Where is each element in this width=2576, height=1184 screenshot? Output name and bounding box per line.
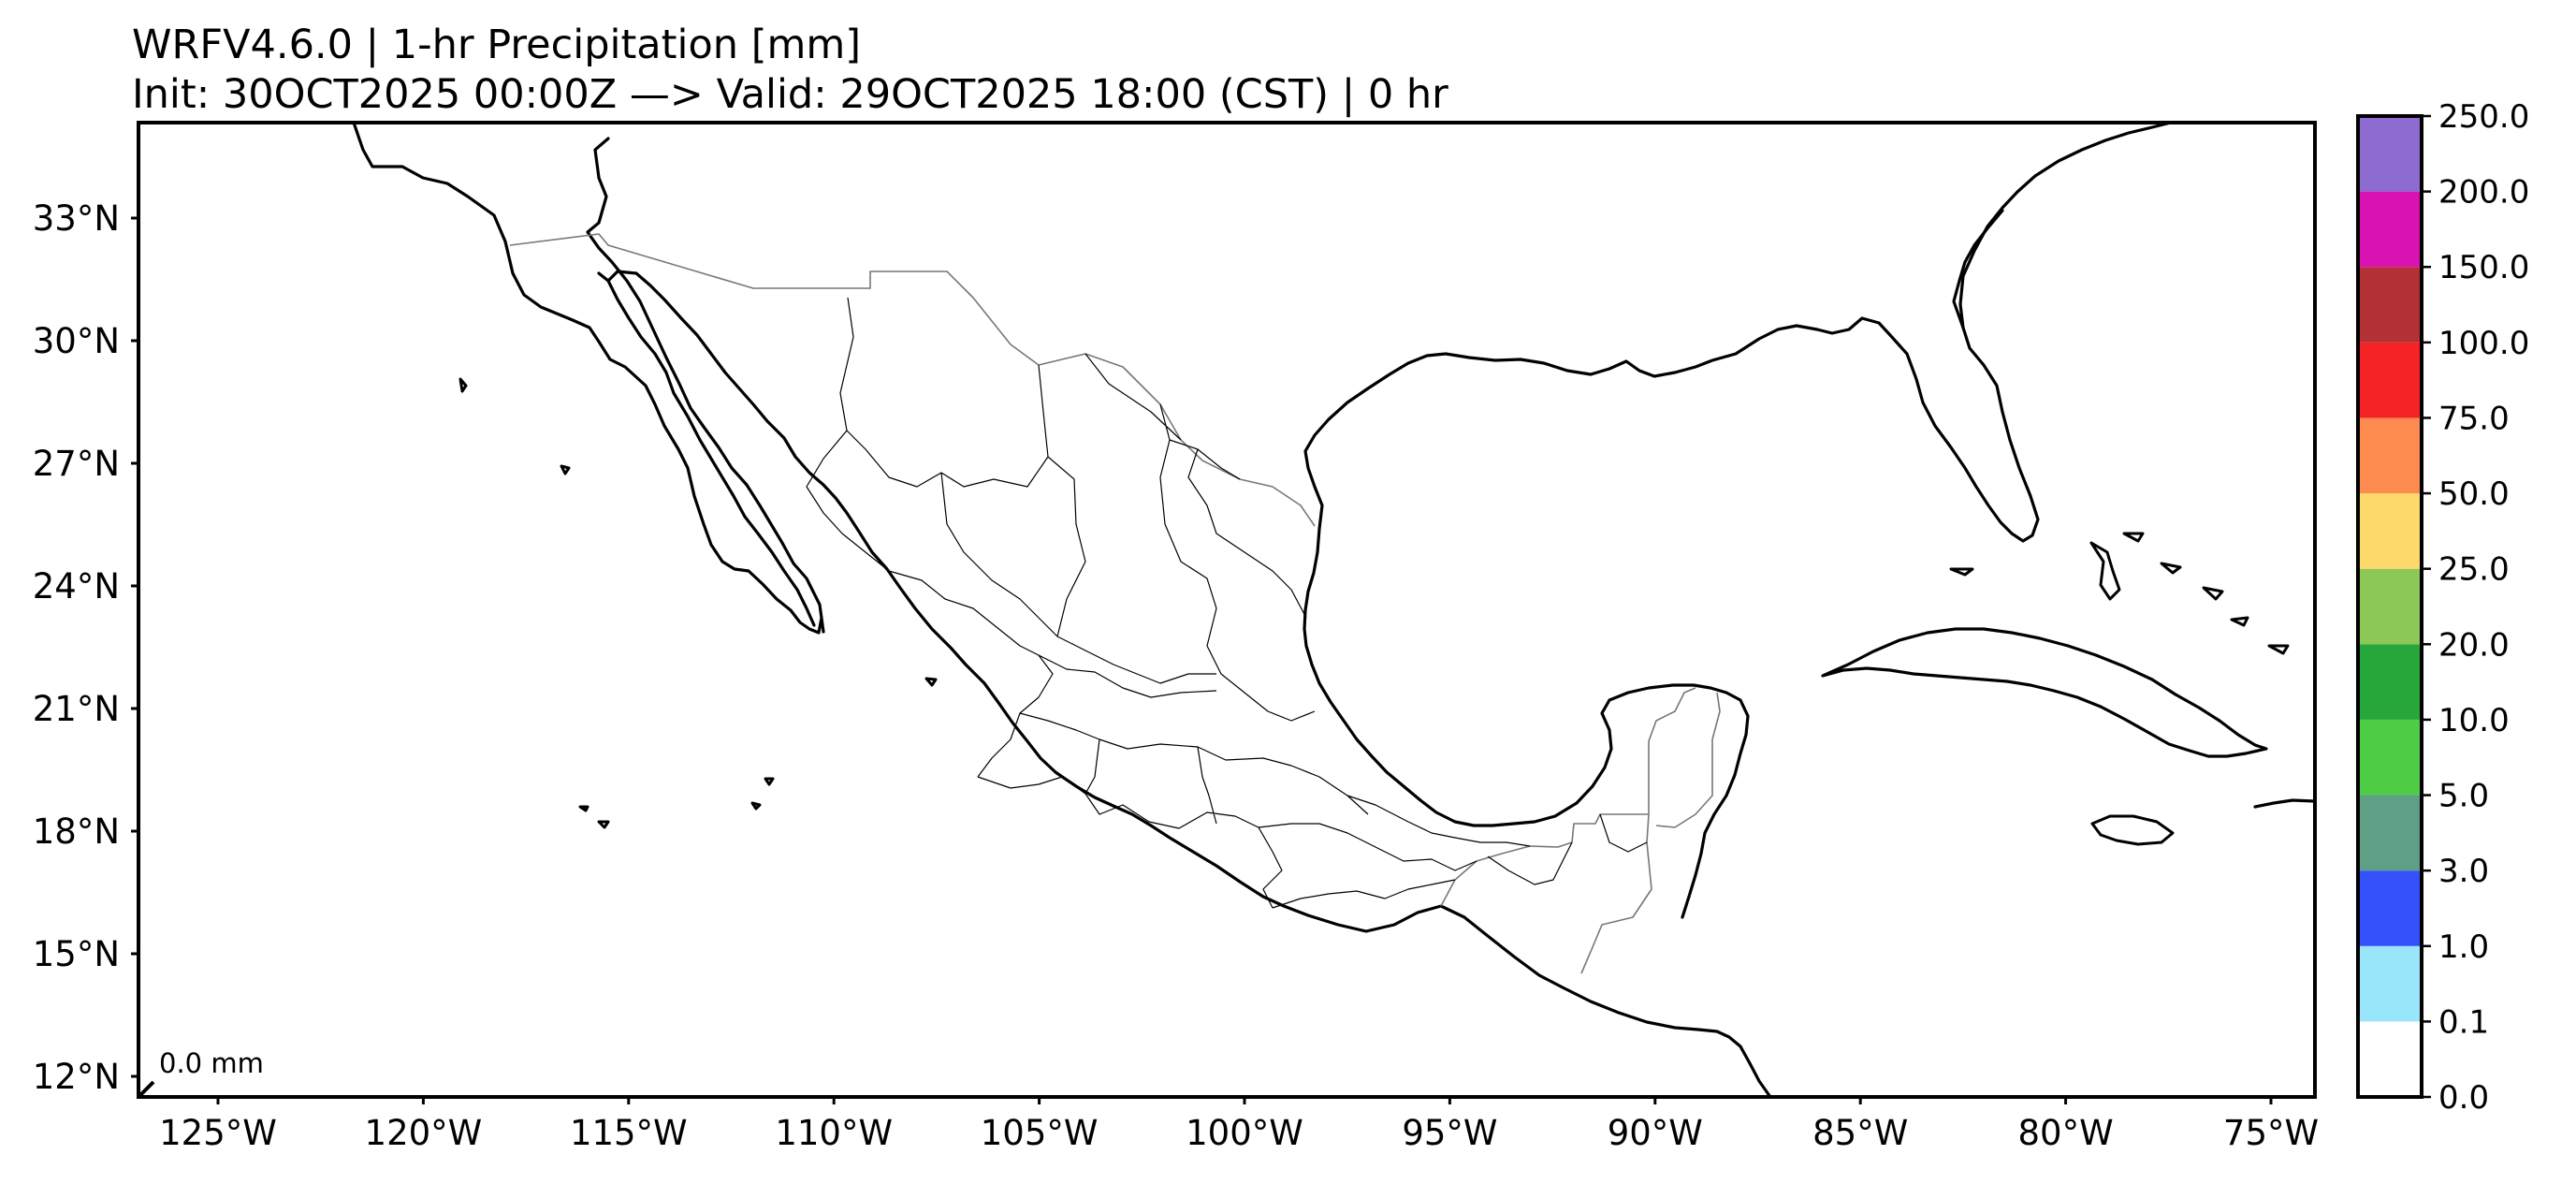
colorbar-tick-label: 0.0 [2438, 1079, 2489, 1117]
lat-tick-label: 24°N [33, 566, 120, 607]
map-frame [137, 121, 2317, 1099]
lon-tick-label: 100°W [1186, 1113, 1303, 1153]
colorbar-tick-label: 75.0 [2438, 400, 2510, 437]
lon-tick-label: 115°W [570, 1113, 688, 1153]
lat-tick-label: 27°N [33, 444, 120, 484]
corner-tick-mark [138, 1080, 155, 1097]
longitude-axis: 125°W 120°W 115°W 110°W 105°W 100°W 95°W 90°W 85… [159, 1097, 2319, 1153]
colorbar-tick-label: 150.0 [2438, 249, 2529, 286]
pacific-coastline [352, 123, 825, 635]
colorbar-segment [2358, 945, 2422, 1022]
colorbar-tick-label: 1.0 [2438, 928, 2489, 966]
colorbar-segment [2358, 568, 2422, 645]
lat-tick-label: 15°N [33, 934, 120, 974]
colorbar-segment [2358, 795, 2422, 871]
lat-tick-label: 30°N [33, 321, 120, 361]
pacific-islands [458, 377, 938, 829]
colorbar-segment [2358, 719, 2422, 796]
colorbar-tick-label: 0.1 [2438, 1003, 2489, 1041]
gulf-of-california-coastline [597, 270, 1772, 1097]
colorbar-tick-label: 5.0 [2438, 778, 2489, 815]
lon-tick-label: 105°W [981, 1113, 1099, 1153]
colorbar-segment [2358, 644, 2422, 720]
cuba-coastline [1821, 627, 2268, 758]
colorbar: 0.0 0.1 1.0 3.0 5.0 10.0 20.0 25.0 50.0 75.0 100.0… [2356, 98, 2529, 1117]
lon-tick-label: 110°W [775, 1113, 893, 1153]
lat-tick-label: 12°N [33, 1057, 120, 1097]
gulf-of-mexico-coastline [1303, 123, 2173, 919]
lon-tick-label: 75°W [2223, 1113, 2319, 1153]
precip-annotation: 0.0 mm [159, 1047, 264, 1079]
florida-coastline [1952, 209, 2004, 329]
colorbar-tick-label: 3.0 [2438, 853, 2489, 890]
colorbar-segment [2358, 870, 2422, 946]
bahamas-islands [1949, 532, 2290, 655]
colorbar-segment [2358, 1021, 2422, 1097]
colorbar-top-label: 250.0 [2438, 98, 2529, 136]
map-background [138, 123, 2315, 1097]
map-subtitle: Init: 30OCT2025 00:00Z —> Valid: 29OCT20… [132, 71, 1448, 118]
lon-tick-label: 90°W [1608, 1113, 1703, 1153]
colorbar-tick-label: 100.0 [2438, 325, 2529, 362]
colorbar-tick-label: 20.0 [2438, 626, 2510, 664]
colorbar-segment [2358, 417, 2422, 494]
colorbar-tick-label: 50.0 [2438, 475, 2510, 513]
colorbar-tick-label: 200.0 [2438, 174, 2529, 212]
lat-tick-label: 18°N [33, 811, 120, 852]
colorbar-tick-label: 10.0 [2438, 702, 2510, 739]
colorbar-segment [2358, 267, 2422, 343]
jamaica-coastline [2090, 814, 2175, 846]
hispaniola-coastline [2253, 798, 2315, 809]
map-features [138, 123, 2315, 1097]
map-title: WRFV4.6.0 | 1-hr Precipitation [mm] [132, 22, 861, 68]
colorbar-segment [2358, 191, 2422, 268]
lat-tick-label: 21°N [33, 689, 120, 729]
latitude-axis: 33°N 30°N 27°N 24°N 21°N 18°N 15°N 12°N [33, 198, 138, 1097]
southern-mexico-border [1440, 687, 1721, 974]
lon-tick-label: 120°W [365, 1113, 483, 1153]
lat-tick-label: 33°N [33, 198, 120, 239]
lon-tick-label: 95°W [1402, 1113, 1497, 1153]
mexico-state-borders [806, 297, 1648, 909]
lon-tick-label: 125°W [159, 1113, 277, 1153]
colorbar-segment [2358, 342, 2422, 418]
colorbar-segment [2358, 116, 2422, 192]
lon-tick-label: 85°W [1812, 1113, 1908, 1153]
colorbar-segment [2358, 493, 2422, 569]
colorbar-frame [2356, 114, 2423, 1099]
colorbar-tick-label: 25.0 [2438, 551, 2510, 589]
lon-tick-label: 80°W [2018, 1113, 2114, 1153]
map-panel[interactable]: 0.0 mm 33°N30°N27°N24°N21°N18°N15°N12°N … [33, 121, 2319, 1153]
